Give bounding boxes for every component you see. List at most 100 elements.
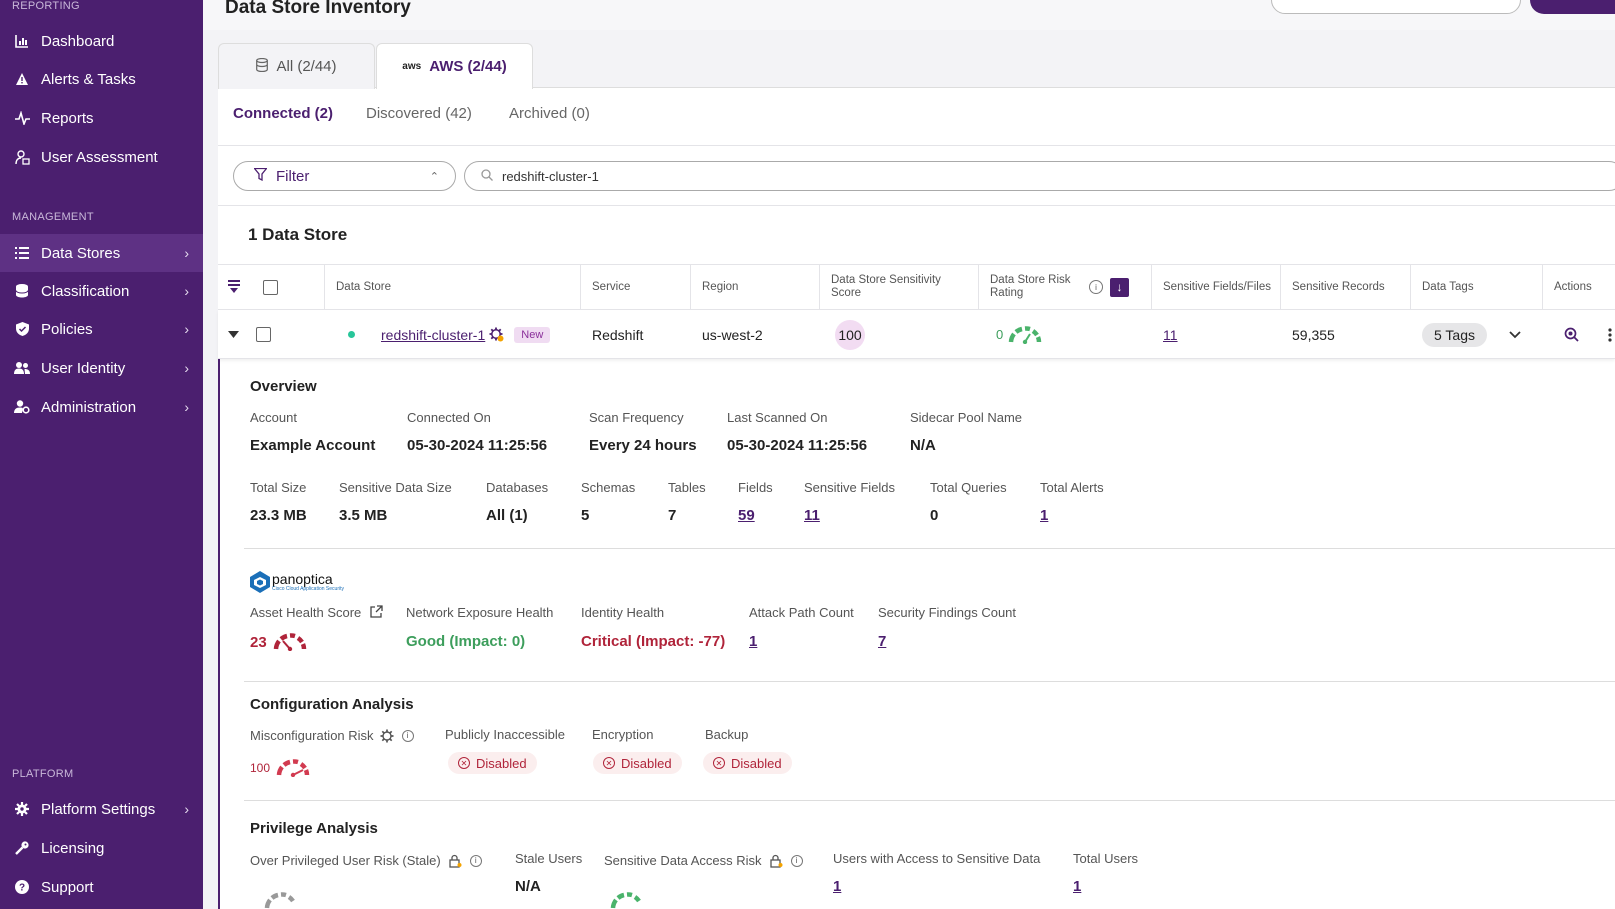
select-all-checkbox[interactable] bbox=[263, 279, 278, 295]
column-settings-icon[interactable] bbox=[228, 280, 240, 294]
search-input[interactable]: redshift-cluster-1 bbox=[464, 161, 1615, 191]
global-search-input[interactable] bbox=[1271, 0, 1521, 14]
sidebar-item-user-assessment[interactable]: User Assessment bbox=[0, 138, 203, 176]
chevron-right-icon: › bbox=[184, 360, 189, 376]
column-risk-rating[interactable]: Data Store Risk Rating i ↓ bbox=[978, 265, 1146, 309]
kebab-menu-icon[interactable] bbox=[1608, 327, 1612, 342]
question-icon: ? bbox=[14, 879, 30, 895]
column-chooser[interactable] bbox=[218, 265, 261, 309]
sidebar-item-platform-settings[interactable]: Platform Settings › bbox=[0, 790, 203, 828]
sidebar-item-data-stores[interactable]: Data Stores › bbox=[0, 234, 203, 272]
total-alerts-label: Total Alerts bbox=[1040, 480, 1104, 495]
warning-icon bbox=[14, 71, 30, 87]
chevron-down-icon[interactable] bbox=[1509, 330, 1521, 339]
column-actions: Actions bbox=[1542, 265, 1615, 309]
investigate-icon[interactable] bbox=[1564, 327, 1579, 342]
tab-label: All (2/44) bbox=[276, 58, 337, 75]
row-checkbox[interactable] bbox=[256, 327, 271, 342]
sort-desc-icon[interactable]: ↓ bbox=[1110, 277, 1129, 297]
external-link-icon[interactable] bbox=[370, 605, 383, 618]
security-findings-link[interactable]: 7 bbox=[878, 633, 887, 650]
total-alerts-link[interactable]: 1 bbox=[1040, 507, 1049, 524]
panoptica-brand: panoptica bbox=[272, 570, 333, 587]
sidebar-item-reports[interactable]: Reports bbox=[0, 99, 203, 137]
attack-path-link[interactable]: 1 bbox=[749, 633, 758, 650]
subtab-archived[interactable]: Archived (0) bbox=[509, 105, 590, 122]
table-header: Data Store Service Region Data Store Sen… bbox=[218, 264, 1615, 310]
subtab-connected[interactable]: Connected (2) bbox=[233, 105, 334, 122]
column-data-tags[interactable]: Data Tags bbox=[1410, 265, 1532, 309]
column-sensitivity-score[interactable]: Data Store Sensitivity Score bbox=[819, 265, 969, 309]
chevron-right-icon: › bbox=[184, 321, 189, 337]
connected-on-value: 05-30-2024 11:25:56 bbox=[407, 437, 548, 454]
info-icon[interactable]: i bbox=[401, 729, 414, 742]
stale-users-value: N/A bbox=[515, 878, 541, 895]
sidebar-item-licensing[interactable]: Licensing bbox=[0, 829, 203, 867]
risk-gauge-icon bbox=[1008, 325, 1042, 344]
sensitive-access-risk-label: Sensitive Data Access Risk i bbox=[604, 853, 803, 868]
more-actions[interactable] bbox=[1608, 310, 1612, 359]
subtabs-bar bbox=[218, 89, 1615, 146]
sidebar-item-policies[interactable]: Policies › bbox=[0, 310, 203, 348]
subtab-discovered[interactable]: Discovered (42) bbox=[366, 105, 472, 122]
column-region[interactable]: Region bbox=[690, 265, 818, 309]
sensitive-fields-link[interactable]: 11 bbox=[1163, 326, 1178, 343]
tab-all[interactable]: All (2/44) bbox=[218, 43, 375, 89]
sidebar-item-label: Administration bbox=[41, 398, 137, 416]
scan-frequency-label: Scan Frequency bbox=[589, 410, 684, 425]
column-sensitive-records[interactable]: Sensitive Records bbox=[1280, 265, 1405, 309]
sidebar-item-dashboard[interactable]: Dashboard bbox=[0, 22, 203, 60]
tab-aws[interactable]: aws AWS (2/44) bbox=[376, 43, 533, 89]
sidebar-item-alerts[interactable]: Alerts & Tasks bbox=[0, 60, 203, 98]
sidebar-item-classification[interactable]: Classification › bbox=[0, 272, 203, 310]
column-sensitive-fields[interactable]: Sensitive Fields/Files bbox=[1151, 265, 1279, 309]
sidebar-item-user-identity[interactable]: User Identity › bbox=[0, 349, 203, 387]
sidebar-item-administration[interactable]: Administration › bbox=[0, 388, 203, 426]
total-size-label: Total Size bbox=[250, 480, 307, 495]
chart-icon bbox=[14, 33, 30, 49]
panoptica-logo-icon bbox=[250, 571, 270, 593]
publicly-inaccessible-label: Publicly Inaccessible bbox=[445, 727, 565, 742]
sensitive-fields-cell: 11 bbox=[1163, 310, 1178, 359]
table-row[interactable]: redshift-cluster-1 New Redshift us-west-… bbox=[218, 310, 1615, 359]
privilege-analysis-title: Privilege Analysis bbox=[250, 820, 378, 837]
caret-down-icon[interactable] bbox=[228, 330, 239, 339]
sensitivity-score-badge: 100 bbox=[835, 319, 865, 350]
asset-health-score: 23 bbox=[250, 633, 267, 651]
info-icon[interactable]: i bbox=[1089, 280, 1103, 294]
settings-warning-icon bbox=[489, 327, 504, 342]
data-store-cell: redshift-cluster-1 New bbox=[381, 310, 551, 359]
data-store-link[interactable]: redshift-cluster-1 bbox=[381, 326, 486, 343]
user-lock-icon bbox=[14, 149, 30, 165]
primary-action-button[interactable] bbox=[1530, 0, 1615, 14]
column-data-store[interactable]: Data Store bbox=[324, 265, 579, 309]
sidebar-item-support[interactable]: ? Support bbox=[0, 868, 203, 906]
divider bbox=[244, 548, 1615, 549]
expand-toggle[interactable] bbox=[228, 310, 239, 359]
scan-frequency-value: Every 24 hours bbox=[589, 437, 697, 454]
info-icon[interactable]: i bbox=[469, 854, 482, 867]
access-risk-gauge-icon bbox=[610, 892, 641, 909]
fields-link[interactable]: 59 bbox=[738, 507, 755, 524]
filter-button[interactable]: Filter ⌃ bbox=[233, 161, 456, 191]
tags-cell: 5 Tags bbox=[1422, 310, 1487, 359]
tags-expand[interactable] bbox=[1509, 310, 1521, 359]
sensitive-fields-detail-link[interactable]: 11 bbox=[804, 507, 820, 524]
new-badge: New bbox=[514, 326, 551, 343]
connected-on-label: Connected On bbox=[407, 410, 491, 425]
users-with-access-link[interactable]: 1 bbox=[833, 878, 842, 895]
publicly-inaccessible-status: ✕ Disabled bbox=[448, 752, 537, 774]
tables-label: Tables bbox=[668, 480, 706, 495]
last-scanned-value: 05-30-2024 11:25:56 bbox=[727, 437, 868, 454]
total-users-link[interactable]: 1 bbox=[1073, 878, 1082, 895]
chevron-up-icon: ⌃ bbox=[429, 170, 439, 183]
column-service[interactable]: Service bbox=[580, 265, 689, 309]
databases-value: All (1) bbox=[486, 507, 528, 524]
result-count: 1 Data Store bbox=[248, 225, 348, 244]
lock-icon bbox=[449, 854, 462, 868]
tags-pill[interactable]: 5 Tags bbox=[1422, 322, 1487, 347]
total-users-label: Total Users bbox=[1073, 851, 1139, 866]
info-icon[interactable]: i bbox=[790, 854, 803, 867]
search-icon bbox=[481, 168, 493, 184]
risk-rating-cell: 0 bbox=[996, 310, 1042, 359]
